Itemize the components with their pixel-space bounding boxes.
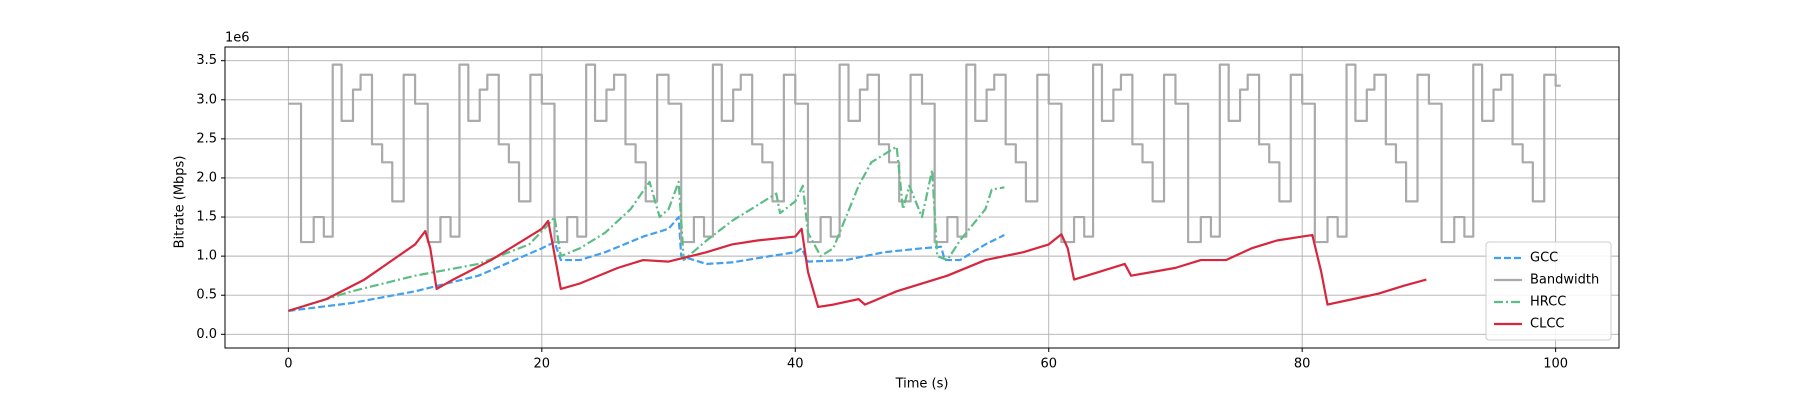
series-line	[288, 219, 1427, 312]
y-tick-label: 1.5	[196, 210, 217, 225]
series-line	[288, 63, 1561, 244]
plot-frame	[224, 46, 1620, 349]
x-tick-label: 60	[1040, 357, 1057, 372]
y-tick-label: 2.0	[196, 170, 217, 185]
y-tick-label: 1.0	[196, 249, 217, 264]
legend: GCC Bandwidth HRCC CLCC	[1485, 241, 1612, 341]
x-axis-label: Time (s)	[895, 377, 949, 392]
legend-label: HRCC	[1530, 295, 1566, 310]
legend-label: Bandwidth	[1530, 273, 1599, 288]
y-tick-label: 3.5	[196, 53, 217, 68]
x-tick-label: 20	[534, 357, 551, 372]
legend-box	[1485, 241, 1612, 341]
y-tick-label: 3.0	[196, 92, 217, 107]
legend-label: CLCC	[1530, 317, 1564, 332]
x-tick-label: 100	[1543, 357, 1568, 372]
series-line	[288, 215, 1005, 312]
y-tick-label: 0.5	[196, 288, 217, 303]
y-tick-label: 2.5	[196, 131, 217, 146]
offset-label: 1e6	[225, 31, 250, 46]
y-axis-label: Bitrate (Mbps)	[173, 156, 188, 249]
x-tick-label: 80	[1294, 357, 1311, 372]
legend-label: GCC	[1530, 251, 1558, 266]
x-tick-label: 0	[284, 357, 292, 372]
x-tick-label: 40	[787, 357, 804, 372]
y-tick-label: 0.0	[196, 327, 217, 342]
